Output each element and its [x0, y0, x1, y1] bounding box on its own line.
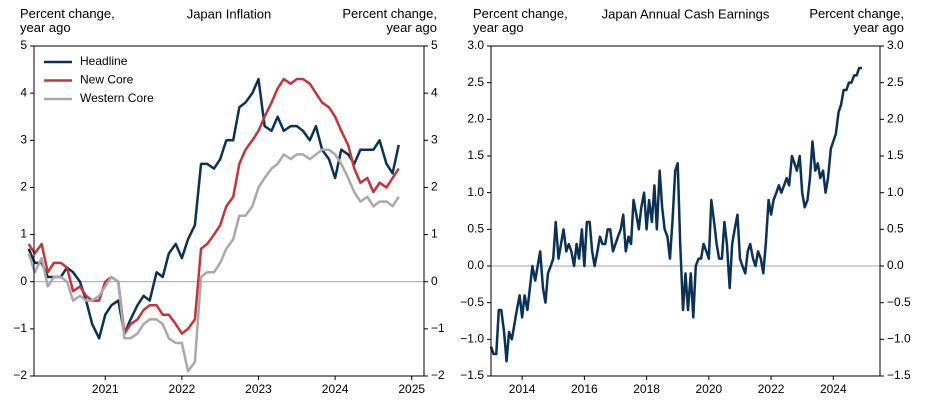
series-line [27, 148, 400, 373]
y-tick-label: 2 [20, 180, 27, 194]
x-tick-label: 2024 [820, 382, 847, 396]
y-tick-label: 1.0 [467, 185, 484, 199]
x-tick-label: 2022 [169, 382, 196, 396]
y2-tick-label: −2 [431, 368, 445, 382]
y-tick-label: 3 [20, 132, 27, 146]
y2-tick-label: −1 [431, 321, 445, 335]
y2-tick-label: 1.0 [887, 185, 904, 199]
y2-tick-label: 1.5 [887, 148, 904, 162]
legend-label: Western Core [80, 91, 154, 105]
y-axis-label: Percent change, year ago [473, 6, 568, 35]
x-tick-label: 2014 [509, 382, 536, 396]
y-tick-label: 2.0 [467, 112, 484, 126]
plot-frame [33, 45, 425, 377]
y-tick-label: 0.0 [467, 258, 484, 272]
x-tick-label: 2016 [571, 382, 598, 396]
y-tick-label: 4 [20, 85, 27, 99]
y2-tick-label: 5 [431, 38, 438, 52]
x-tick-label: 2023 [245, 382, 272, 396]
series-line [27, 77, 400, 335]
y-tick-label: −0.5 [460, 295, 484, 309]
x-tick-label: 2020 [695, 382, 722, 396]
x-tick-label: 2025 [398, 382, 425, 396]
y2-tick-label: 3.0 [887, 38, 904, 52]
legend-label: Headline [80, 54, 128, 68]
y-tick-label: −1.0 [460, 332, 484, 346]
y2-axis-label: Percent change, year ago [342, 6, 437, 35]
y-tick-label: −2 [13, 368, 27, 382]
y2-tick-label: −1.0 [887, 332, 911, 346]
y2-tick-label: 1 [431, 227, 438, 241]
x-tick-label: 2024 [322, 382, 349, 396]
y-tick-label: 0 [20, 274, 27, 288]
y-tick-label: 2.5 [467, 75, 484, 89]
y2-tick-label: 0.0 [887, 258, 904, 272]
y2-tick-label: 2.5 [887, 75, 904, 89]
y2-tick-label: 0.5 [887, 222, 904, 236]
x-tick-label: 2021 [92, 382, 119, 396]
y2-tick-label: 2.0 [887, 112, 904, 126]
y2-tick-label: 3 [431, 132, 438, 146]
x-tick-label: 2018 [633, 382, 660, 396]
y-tick-label: 1.5 [467, 148, 484, 162]
y2-tick-label: 2 [431, 180, 438, 194]
plot-frame [490, 45, 881, 377]
y2-axis-label: Percent change, year ago [809, 6, 904, 35]
series-line [489, 66, 862, 363]
y2-tick-label: 0 [431, 274, 438, 288]
y2-tick-label: 4 [431, 85, 438, 99]
y-tick-label: 3.0 [467, 38, 484, 52]
y-tick-label: −1 [13, 321, 27, 335]
y-tick-label: 1 [20, 227, 27, 241]
y2-tick-label: −0.5 [887, 295, 911, 309]
legend-label: New Core [80, 73, 134, 87]
y-tick-label: 0.5 [467, 222, 484, 236]
x-tick-label: 2022 [758, 382, 785, 396]
chart-title: Japan Annual Cash Earnings [602, 6, 770, 21]
y-tick-label: −1.5 [460, 368, 484, 382]
y2-tick-label: −1.5 [887, 368, 911, 382]
chart-title: Japan Inflation [187, 6, 272, 21]
y-axis-label: Percent change, year ago [20, 6, 115, 35]
y-tick-label: 5 [20, 38, 27, 52]
series-line [27, 77, 400, 340]
